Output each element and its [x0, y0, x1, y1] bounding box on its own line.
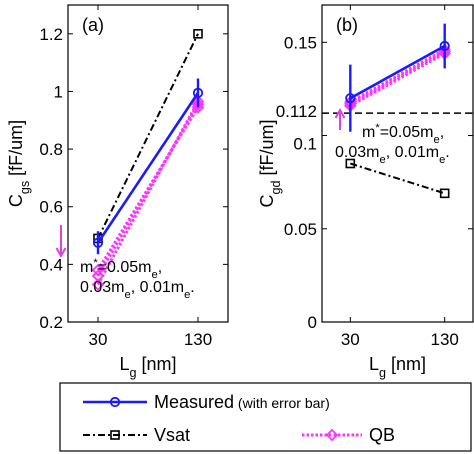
vsat-series-line: [97, 33, 199, 239]
legend-frame: [59, 382, 472, 452]
panel-a: 0.2 0.4 0.6 0.8 1 1.2 30 130 Lg [nm] Cgs [fF/um] (…: [6, 4, 229, 380]
qb-series-line: [96, 103, 200, 277]
y-tick-label: 1: [54, 82, 63, 101]
vsat-point: [439, 188, 450, 199]
x-axis-label: Lg [nm]: [119, 354, 176, 380]
y-tick-label: 0: [308, 313, 317, 332]
legend-marker-vsat: [110, 430, 120, 440]
plot-frame: [67, 4, 229, 323]
panel-label: (b): [336, 15, 358, 35]
measured-point: [192, 87, 204, 98]
y-tick-label: 1.2: [39, 25, 63, 44]
annotation-arrow-head: [55, 247, 67, 259]
legend: Measured (with error bar) Vsat QB: [59, 382, 472, 452]
y-tick-label: 0.1: [293, 135, 317, 154]
measured-point: [439, 40, 450, 52]
y-tick-label: 0.112: [276, 102, 317, 121]
panel-label: (a): [82, 15, 104, 35]
y-tick-label: 0.15: [284, 33, 317, 52]
legend-label-measured: Measured (with error bar): [154, 392, 330, 412]
vsat-series-line: [350, 162, 445, 195]
plot-frame: [321, 4, 474, 323]
x-axis-label: Lg [nm]: [369, 354, 426, 380]
panel-b: 0 0.05 0.1 0.112 0.15 30 130 Lg [nm] Cgd [fF/um]…: [257, 4, 474, 380]
measured-point: [92, 237, 104, 248]
y-axis-label: Cgs [fF/um]: [6, 120, 32, 207]
legend-marker-measured: [109, 396, 121, 408]
qb-series-line: [349, 52, 446, 108]
annotation-text-line-2: 0.03me, 0.01me.: [335, 144, 450, 166]
x-tick-label: 130: [431, 330, 459, 349]
annotation-text-line-2: 0.03me, 0.01me.: [80, 279, 195, 301]
measured-point: [345, 93, 356, 104]
y-tick-label: 0.4: [39, 255, 63, 274]
vsat-point: [345, 158, 356, 169]
legend-marker-qb: [325, 428, 339, 442]
annotation-text-line-1: m*=0.05me,: [80, 257, 162, 281]
annotation-text-line-1: m*=0.05me,: [362, 122, 444, 146]
measured-series-line: [349, 44, 446, 100]
legend-label-vsat: Vsat: [154, 425, 190, 445]
qb-series-line: [349, 50, 446, 106]
measured-series-line: [96, 92, 200, 244]
qb-point: [91, 269, 105, 283]
qb-series-line: [96, 100, 200, 286]
legend-label-qb: QB: [369, 425, 395, 445]
qb-point: [91, 278, 105, 291]
y-tick-label: 0.2: [39, 313, 63, 332]
y-tick-label: 0.6: [39, 198, 63, 217]
y-axis-label: Cgd [fF/um]: [257, 119, 283, 207]
annotation-arrow-head: [334, 107, 346, 119]
vsat-point: [193, 29, 203, 39]
x-tick-label: 30: [89, 330, 108, 349]
x-tick-label: 30: [341, 330, 360, 349]
x-tick-label: 130: [184, 330, 212, 349]
y-tick-label: 0.8: [39, 140, 63, 159]
qb-series-line: [349, 48, 446, 104]
y-tick-label: 0.05: [284, 220, 317, 239]
